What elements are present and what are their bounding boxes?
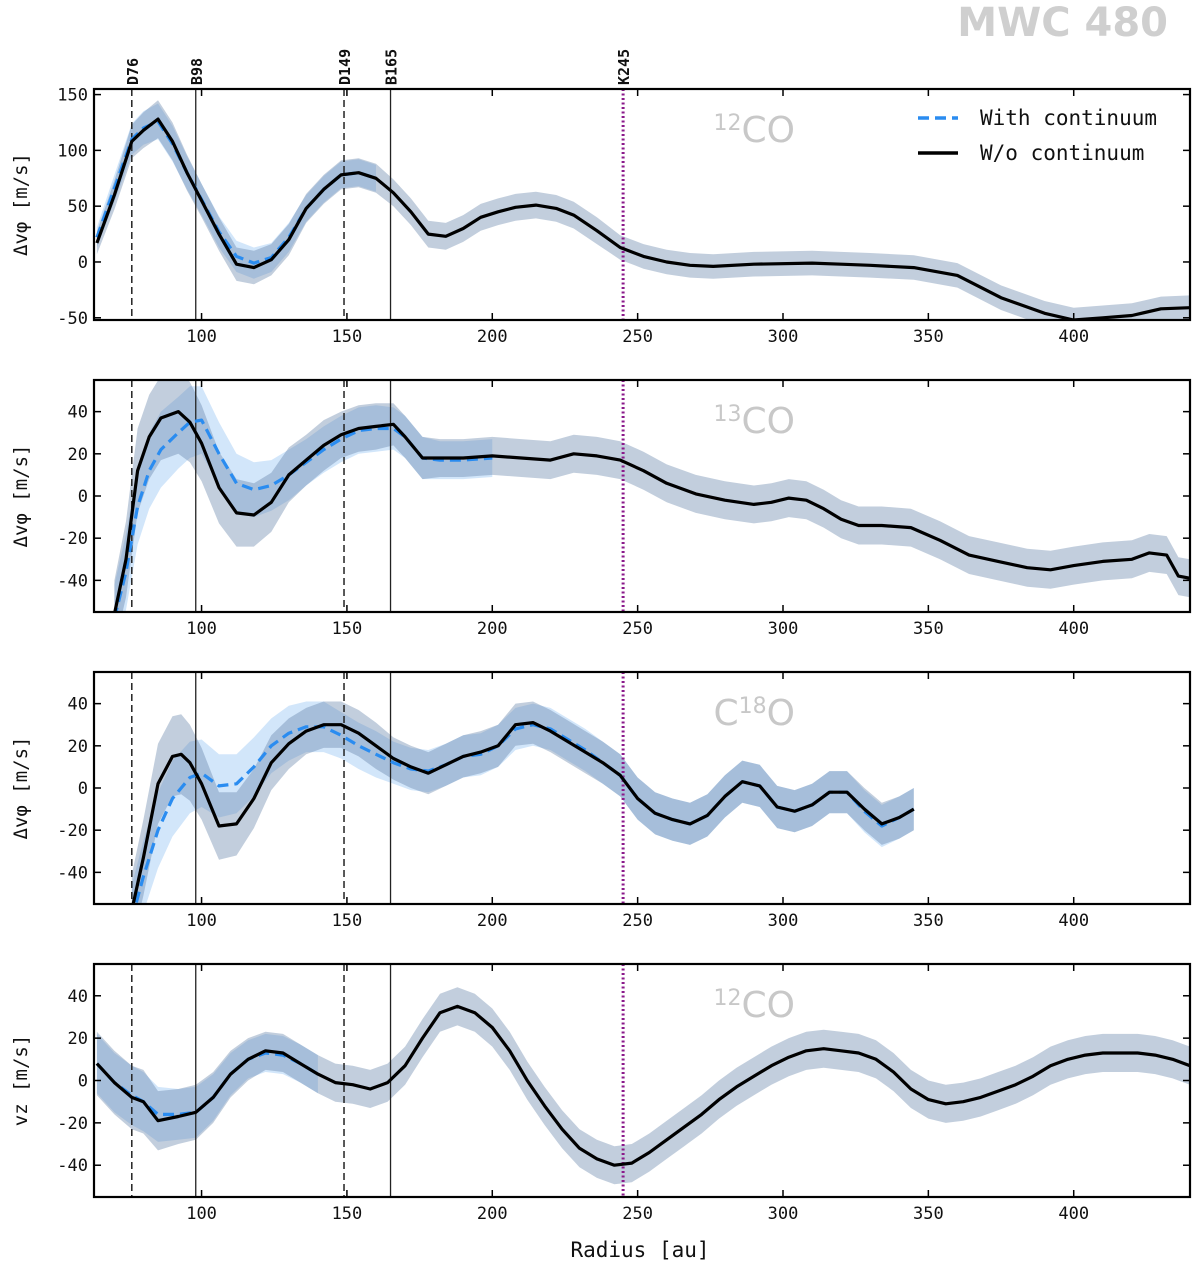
- y-tick-label: 40: [68, 403, 88, 423]
- plot-area: [95, 964, 1190, 1197]
- x-tick-label: 300: [768, 1204, 799, 1224]
- y-tick-label: -50: [57, 309, 88, 329]
- x-tick-label: 400: [1058, 619, 1089, 639]
- feature-label-b165: B165: [383, 49, 401, 85]
- legend: With continuum W/o continuum: [918, 106, 1157, 165]
- with-continuum-line: [95, 119, 377, 265]
- label-prefix: C: [714, 693, 739, 734]
- x-tick-label: 300: [768, 911, 799, 931]
- figure-title: MWC 480: [957, 0, 1168, 46]
- x-tick-label: 200: [477, 619, 508, 639]
- x-tick-label: 350: [913, 1204, 944, 1224]
- y-tick-label: 20: [68, 445, 88, 465]
- x-tick-label: 400: [1058, 327, 1089, 347]
- without-continuum-band: [114, 380, 1190, 612]
- without-continuum-band: [131, 701, 914, 904]
- without-continuum-band: [96, 987, 1190, 1185]
- panel-4: -40 -20 0 20 40 100 150 200 250 300 350 400 vz [m/s]…: [10, 962, 1192, 1224]
- y-tick-label: -40: [57, 863, 88, 883]
- y-tick-label: 40: [68, 695, 88, 715]
- y-axis-label: Δvφ [m/s]: [10, 737, 32, 840]
- feature-label-d76: D76: [124, 58, 142, 85]
- panel-3: -40 -20 0 20 40 100 150 200 250 300 350 400 Δvφ [m/s…: [10, 670, 1192, 931]
- x-tick-label: 250: [622, 327, 653, 347]
- x-tick-label: 300: [768, 327, 799, 347]
- x-axis-label: Radius [au]: [570, 1238, 709, 1262]
- x-tick-label: 250: [622, 911, 653, 931]
- y-tick-label: 0: [78, 487, 88, 507]
- without-continuum-line: [131, 720, 915, 904]
- legend-without-continuum-label: W/o continuum: [980, 141, 1144, 165]
- x-tick-label: 350: [913, 619, 944, 639]
- x-tick-label: 200: [477, 327, 508, 347]
- y-tick-label: -40: [57, 1156, 88, 1176]
- y-tick-label: 50: [68, 197, 88, 217]
- x-tick-label: 150: [332, 1204, 363, 1224]
- y-tick-label: 100: [57, 141, 88, 161]
- y-tick-label: 20: [68, 1029, 88, 1049]
- label-suffix: CO: [742, 110, 795, 151]
- y-axis-label: vz [m/s]: [10, 1035, 32, 1127]
- x-tick-label: 200: [477, 911, 508, 931]
- panel-2: -40 -20 0 20 40 100 150 200 250 300 350 400 Δvφ [m/s…: [10, 378, 1192, 639]
- legend-with-continuum-label: With continuum: [980, 106, 1157, 130]
- x-tick-label: 150: [332, 327, 363, 347]
- x-tick-label: 150: [332, 619, 363, 639]
- y-tick-label: -40: [57, 571, 88, 591]
- x-tick-label: 300: [768, 619, 799, 639]
- x-tick-label: 100: [186, 327, 217, 347]
- y-tick-label: 150: [57, 86, 88, 106]
- panel-molecule-label: 12CO: [714, 985, 795, 1026]
- y-tick-label: -20: [57, 529, 88, 549]
- label-suffix: O: [767, 693, 795, 734]
- plot-area: [113, 380, 1190, 612]
- without-continuum-line: [95, 1004, 1190, 1167]
- with-continuum-band: [96, 103, 377, 279]
- x-tick-label: 350: [913, 911, 944, 931]
- feature-label-d149: D149: [336, 49, 354, 85]
- label-superscript: 12: [714, 111, 742, 136]
- y-tick-label: 0: [78, 253, 88, 273]
- with-continuum-band: [131, 701, 914, 904]
- panel-molecule-label: 12CO: [714, 110, 795, 151]
- y-tick-label: 0: [78, 1072, 88, 1092]
- x-tick-label: 150: [332, 911, 363, 931]
- feature-label-k245: K245: [615, 49, 633, 85]
- x-tick-label: 200: [477, 1204, 508, 1224]
- y-tick-label: 0: [78, 779, 88, 799]
- y-axis-label: Δvφ [m/s]: [10, 153, 32, 256]
- x-tick-label: 250: [622, 619, 653, 639]
- y-tick-label: -20: [57, 821, 88, 841]
- without-continuum-band: [96, 100, 1190, 320]
- without-continuum-line: [113, 410, 1190, 612]
- x-tick-label: 400: [1058, 1204, 1089, 1224]
- x-tick-label: 400: [1058, 911, 1089, 931]
- plot-area: [95, 89, 1190, 320]
- label-suffix: CO: [742, 401, 795, 442]
- label-superscript: 18: [739, 694, 767, 719]
- panel-molecule-label: C18O: [714, 693, 795, 734]
- y-axis-label: Δvφ [m/s]: [10, 445, 32, 548]
- x-tick-label: 250: [622, 1204, 653, 1224]
- y-tick-label: 40: [68, 987, 88, 1007]
- label-superscript: 13: [714, 402, 742, 427]
- with-continuum-band: [114, 386, 493, 612]
- x-tick-label: 100: [186, 911, 217, 931]
- y-tick-label: 20: [68, 737, 88, 757]
- panel-molecule-label: 13CO: [714, 401, 795, 442]
- x-tick-label: 100: [186, 1204, 217, 1224]
- panel-frame: [92, 87, 1192, 322]
- y-tick-label: -20: [57, 1114, 88, 1134]
- plot-area: [131, 672, 915, 904]
- label-suffix: CO: [742, 985, 795, 1026]
- panel-1: -50 0 50 100 150 100 150 200 250 300 350 400 Δvφ [m/…: [10, 49, 1192, 347]
- x-tick-label: 350: [913, 327, 944, 347]
- feature-label-b98: B98: [188, 58, 206, 85]
- label-superscript: 12: [714, 986, 742, 1011]
- without-continuum-line: [95, 117, 1190, 320]
- x-tick-label: 100: [186, 619, 217, 639]
